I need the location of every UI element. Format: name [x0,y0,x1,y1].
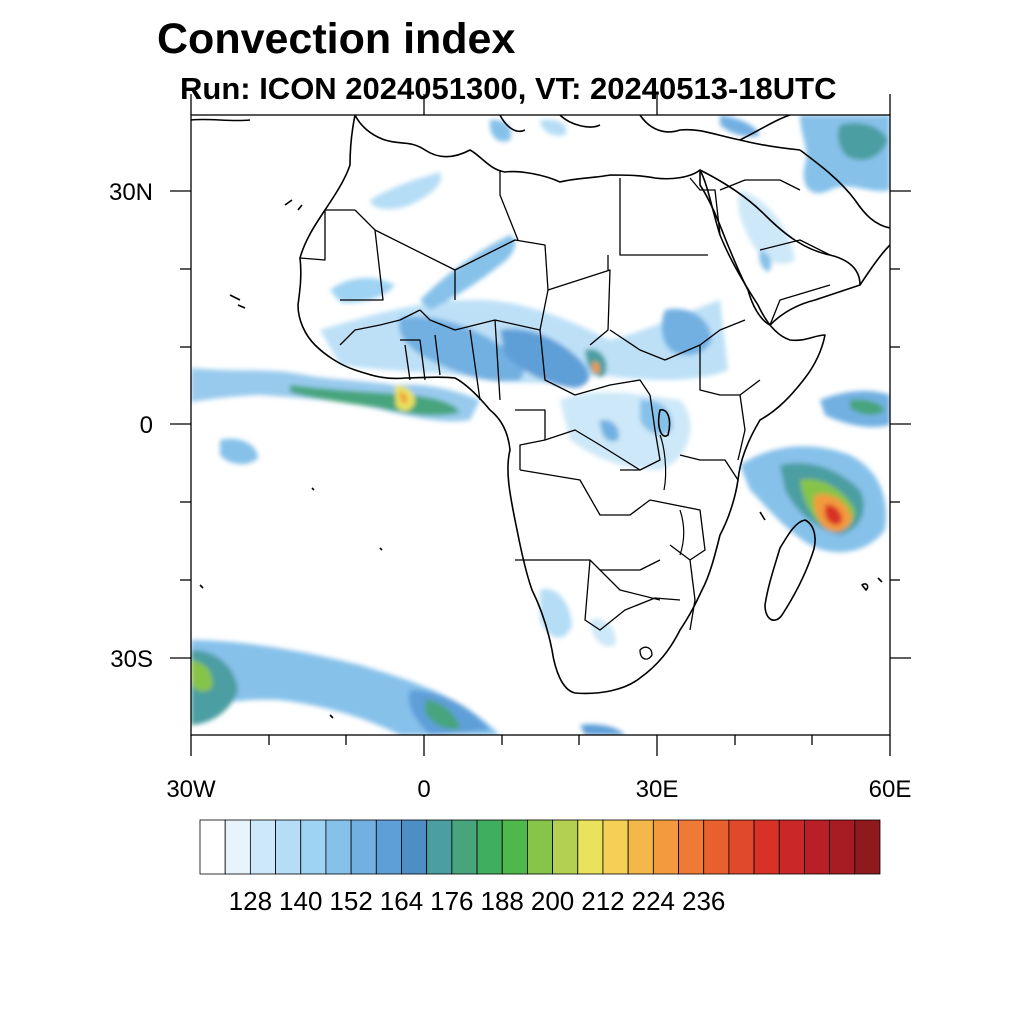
convection-field [191,115,890,735]
colorbar-label: 200 [531,886,574,916]
colorbar-label: 152 [329,886,372,916]
lon-label-60e: 60E [869,776,912,803]
colorbar-label: 140 [279,886,322,916]
colorbar-swatch [527,819,553,875]
lon-label-0: 0 [417,776,430,803]
colorbar-swatch [375,819,402,875]
plot-frame [190,114,891,736]
colorbar-swatch [501,819,528,875]
lat-label-30s: 30S [110,646,153,673]
colorbar-swatch [753,819,780,875]
colorbar-label: 212 [581,886,624,916]
colorbar-swatch [426,819,453,875]
europe-coastline [191,115,801,151]
colorbar-swatch [577,819,604,875]
lat-label-30n: 30N [109,179,153,206]
coastlines [191,115,890,719]
colorbar-swatch [249,819,276,875]
colorbar-swatch [350,819,377,875]
country-borders [299,170,831,660]
colorbar-swatch [476,819,503,875]
colorbar-swatch [275,819,302,875]
colorbar-swatch [401,819,428,875]
colorbar-swatch [703,819,730,875]
colorbar-swatch [325,819,352,875]
colorbar-swatch [778,819,805,875]
lon-label-30e: 30E [636,776,679,803]
colorbar-swatch [627,819,654,875]
colorbar-swatch [602,819,629,875]
colorbar-swatch [804,819,831,875]
map-subtitle: Run: ICON 2024051300, VT: 20240513-18UTC [180,71,837,106]
itcz-core [290,385,460,416]
colorbar-swatch [854,819,881,875]
arabia-coastline [699,169,861,326]
colorbar-label: 128 [229,886,272,916]
axis-ticks [170,94,911,756]
lon-label-30w: 30W [166,776,216,803]
colorbar-swatch [451,819,478,875]
colorbar-swatch [829,819,856,875]
colorbar-swatch [728,819,755,875]
colorbar-swatch [199,819,226,875]
colorbar-labels: 128 140 152 164 176 188 200 212 224 236 [229,886,726,916]
lat-label-0: 0 [140,412,153,439]
colorbar-swatch [300,819,327,875]
colorbar-swatch [224,819,251,875]
colorbar-label: 176 [430,886,473,916]
colorbar-label: 236 [682,886,725,916]
madagascar [764,519,816,621]
colorbar-swatch [678,819,705,875]
colorbar-swatch [552,819,579,875]
colorbar-label: 164 [380,886,423,916]
colorbar-swatch [652,819,679,875]
sahara-streak [420,235,516,310]
colorbar-label: 224 [632,886,675,916]
colorbar [199,819,881,875]
colorbar-label: 188 [481,886,524,916]
map-title: Convection index [157,15,516,63]
africa-coastline [297,115,826,695]
